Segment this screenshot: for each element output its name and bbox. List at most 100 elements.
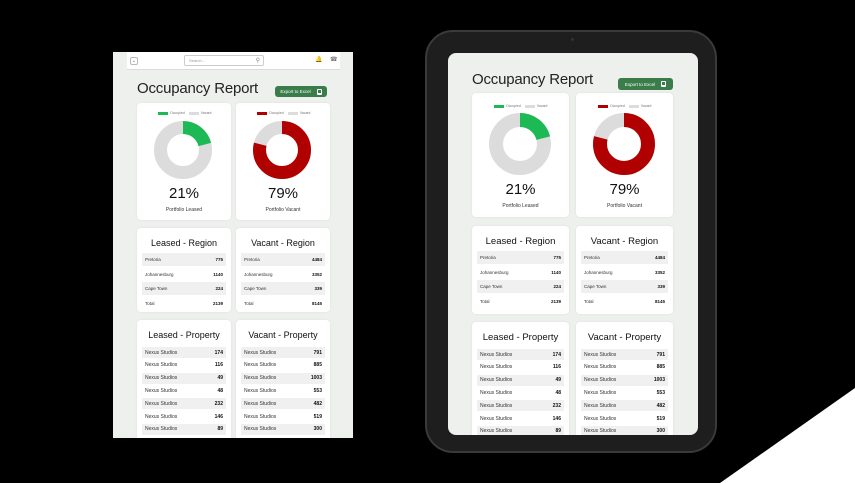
row-label: Cape Town bbox=[145, 286, 168, 291]
table-row: Nexus Studios 885 bbox=[581, 362, 668, 373]
leased-region-table: Leased - Region Pretoria 775 Johannesburg 1… bbox=[137, 228, 231, 312]
chart-legend: Occupied Vacant bbox=[158, 111, 211, 115]
table-row: Total 2139 bbox=[142, 297, 226, 310]
row-label: Nexus Studios bbox=[584, 390, 617, 397]
search-icon[interactable]: ⚲ bbox=[255, 58, 260, 64]
table-row: Nexus Studios 791 bbox=[581, 349, 668, 361]
leased-donut-chart bbox=[489, 113, 551, 175]
search-input[interactable]: Search... ⚲ bbox=[184, 55, 264, 66]
bell-icon[interactable]: 🔔 bbox=[315, 57, 323, 63]
row-label: Nexus Studios bbox=[244, 400, 277, 407]
vacant-region-table: Vacant - Region Pretoria 4484 Johannesburg… bbox=[576, 226, 673, 314]
table-title: Vacant - Property bbox=[248, 330, 318, 340]
row-value: 174 bbox=[214, 349, 223, 356]
table-row: Nexus Studios 174 bbox=[477, 349, 564, 361]
legend-occupied-swatch bbox=[257, 111, 267, 115]
row-label: Pretoria bbox=[244, 257, 260, 262]
table-title: Vacant - Region bbox=[590, 236, 659, 247]
row-label: Nexus Studios bbox=[244, 426, 277, 433]
table-row: Nexus Studios 116 bbox=[477, 362, 564, 373]
row-label: Nexus Studios bbox=[244, 362, 277, 369]
table-row: Johannesburg 1140 bbox=[142, 268, 226, 281]
row-label: Total bbox=[145, 300, 155, 306]
row-value: 1003 bbox=[653, 377, 665, 384]
table-row: Nexus Studios 553 bbox=[241, 385, 325, 396]
leased-region-table: Leased - Region Pretoria 775 Johannesburg 1… bbox=[472, 226, 569, 314]
row-value: 116 bbox=[552, 364, 561, 371]
row-value: 49 bbox=[555, 377, 561, 384]
vacant-percent: 79% bbox=[267, 185, 299, 202]
row-label: Nexus Studios bbox=[145, 400, 178, 407]
row-label: Nexus Studios bbox=[244, 388, 277, 395]
row-value: 8145 bbox=[654, 298, 665, 304]
row-value: 4484 bbox=[311, 257, 322, 262]
table-row: Pretoria 775 bbox=[477, 251, 564, 264]
vacant-subtitle: Portfolio Vacant bbox=[607, 203, 642, 209]
export-excel-button[interactable]: Export to Excel bbox=[275, 86, 327, 97]
row-value: 224 bbox=[553, 284, 561, 289]
legend-occupied-swatch bbox=[598, 104, 608, 108]
export-excel-button[interactable]: Export to Excel bbox=[618, 78, 673, 90]
table-row: Nexus Studios 482 bbox=[241, 398, 325, 410]
row-value: 48 bbox=[555, 390, 561, 397]
legend-vacant-swatch bbox=[628, 104, 639, 108]
menu-icon[interactable]: ⌄ bbox=[130, 56, 138, 65]
legend-occupied-label: Occupied bbox=[170, 111, 185, 115]
row-label: Nexus Studios bbox=[145, 375, 178, 382]
table-title: Vacant - Region bbox=[251, 238, 315, 248]
row-label: Cape Town bbox=[584, 284, 607, 289]
row-value: 4484 bbox=[654, 255, 665, 260]
row-label: Johannesburg bbox=[584, 269, 613, 275]
row-value: 519 bbox=[313, 413, 322, 420]
donut-leased-arc bbox=[154, 121, 212, 179]
row-value: 89 bbox=[217, 426, 223, 433]
table-row: Nexus Studios 1003 bbox=[241, 372, 325, 384]
page-title: Occupancy Report bbox=[472, 71, 594, 88]
table-title: Leased - Region bbox=[485, 236, 556, 247]
chart-legend: Occupied Vacant bbox=[257, 111, 310, 115]
table-row: Nexus Studios 48 bbox=[477, 387, 564, 398]
table-row: Nexus Studios 89 bbox=[477, 425, 564, 435]
row-value: 89 bbox=[555, 428, 561, 435]
table-row: Total 2139 bbox=[477, 295, 564, 308]
row-label: Total bbox=[244, 300, 254, 306]
legend-occupied-swatch bbox=[158, 111, 168, 115]
vacant-summary-card: Occupied Vacant 79% Portfolio Vacant bbox=[576, 93, 673, 217]
row-value: 482 bbox=[656, 402, 665, 409]
leased-summary-card: Occupied Vacant 21% Portfolio Leased bbox=[137, 103, 231, 220]
row-value: 8145 bbox=[311, 300, 322, 306]
row-label: Nexus Studios bbox=[584, 402, 617, 409]
leased-property-table: Leased - Property Nexus Studios 174 Nexus … bbox=[137, 320, 231, 438]
table-row: Cape Town 339 bbox=[241, 282, 325, 295]
legend-vacant-swatch bbox=[524, 104, 535, 108]
camera-dot bbox=[571, 38, 574, 41]
table-row: Cape Town 224 bbox=[142, 282, 226, 295]
donut-vacant-arc bbox=[253, 121, 311, 179]
leased-property-table: Leased - Property Nexus Studios 174 Nexus … bbox=[472, 322, 569, 435]
row-label: Nexus Studios bbox=[584, 351, 617, 358]
table-row: Nexus Studios 146 bbox=[142, 411, 226, 422]
row-label: Nexus Studios bbox=[480, 402, 513, 409]
whatsapp-icon[interactable]: ☎ bbox=[330, 57, 338, 63]
leased-percent: 21% bbox=[168, 185, 200, 202]
row-label: Nexus Studios bbox=[244, 375, 277, 382]
table-row: Nexus Studios 49 bbox=[477, 374, 564, 386]
row-value: 482 bbox=[313, 400, 322, 407]
table-row: Nexus Studios 232 bbox=[142, 398, 226, 410]
table-title: Leased - Region bbox=[150, 238, 218, 248]
legend-vacant-label: Vacant bbox=[299, 111, 311, 115]
row-value: 2139 bbox=[212, 300, 223, 306]
row-label: Nexus Studios bbox=[480, 351, 513, 358]
table-row: Nexus Studios 49 bbox=[142, 372, 226, 384]
legend-vacant-label: Vacant bbox=[640, 104, 652, 108]
row-value: 49 bbox=[217, 375, 223, 382]
table-title: Leased - Property bbox=[148, 330, 220, 340]
table-title: Vacant - Property bbox=[587, 332, 662, 343]
table-row: Nexus Studios 232 bbox=[477, 400, 564, 412]
row-value: 3352 bbox=[654, 269, 665, 275]
table-row: Nexus Studios 885 bbox=[241, 360, 325, 371]
row-value: 775 bbox=[553, 255, 561, 260]
row-value: 1140 bbox=[551, 269, 561, 275]
row-value: 791 bbox=[313, 349, 322, 356]
row-label: Nexus Studios bbox=[584, 377, 617, 384]
